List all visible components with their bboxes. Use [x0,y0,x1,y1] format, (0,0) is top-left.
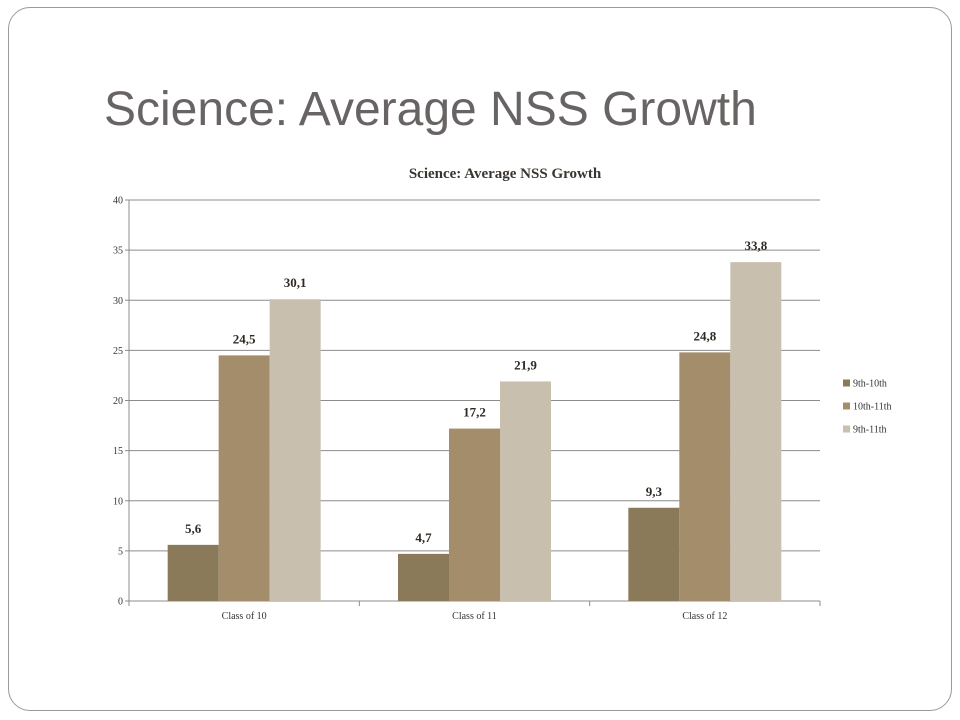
bar-10th-11th-Class of 12 [679,352,731,601]
bar-9th-10th-Class of 10 [167,544,219,601]
bar-10th-11th-Class of 10 [218,355,270,601]
y-tick-label: 15 [113,446,123,457]
legend-swatch [843,379,850,387]
data-label: 30,1 [284,275,307,290]
data-label: 17,2 [463,405,486,420]
legend-label: 9th-11th [853,425,887,436]
bar-9th-10th-Class of 12 [628,507,680,601]
legend: 9th-10th 10th-11th 9th-11th [843,379,892,436]
x-category-label: Class of 10 [222,611,267,622]
data-label: 24,8 [693,328,716,343]
y-tick-label: 10 [113,496,123,507]
bar-9th-11th-Class of 11 [500,381,551,601]
y-tick-label: 40 [113,196,123,207]
data-label: 24,5 [233,331,256,346]
data-label: 5,6 [185,521,202,536]
legend-swatch [843,402,850,410]
y-tick-label: 20 [113,396,123,407]
data-label: 33,8 [744,238,767,253]
legend-swatch [843,425,850,433]
legend-label: 9th-10th [853,379,887,390]
data-label: 4,7 [415,530,432,545]
y-tick-label: 35 [113,246,123,257]
x-category-label: Class of 11 [452,611,497,622]
bars [167,262,782,601]
bar-9th-10th-Class of 11 [398,553,449,601]
x-category-label: Class of 12 [682,611,727,622]
data-label: 21,9 [514,357,537,372]
y-tick-label: 25 [113,346,123,357]
legend-label: 10th-11th [853,402,892,413]
bar-10th-11th-Class of 11 [449,428,500,601]
data-labels: 5,6 4,7 9,3 24,5 17,2 24,8 30,1 21,9 33,8 [185,238,768,545]
y-tick-label: 30 [113,296,123,307]
slide-title: Science: Average NSS Growth [104,83,757,136]
y-tick-label: 5 [118,546,123,557]
y-tick-label: 0 [118,597,123,608]
chart-title: Science: Average NSS Growth [409,166,602,182]
data-label: 9,3 [646,484,663,499]
bar-9th-11th-Class of 12 [730,262,782,601]
bar-9th-11th-Class of 10 [269,299,321,601]
